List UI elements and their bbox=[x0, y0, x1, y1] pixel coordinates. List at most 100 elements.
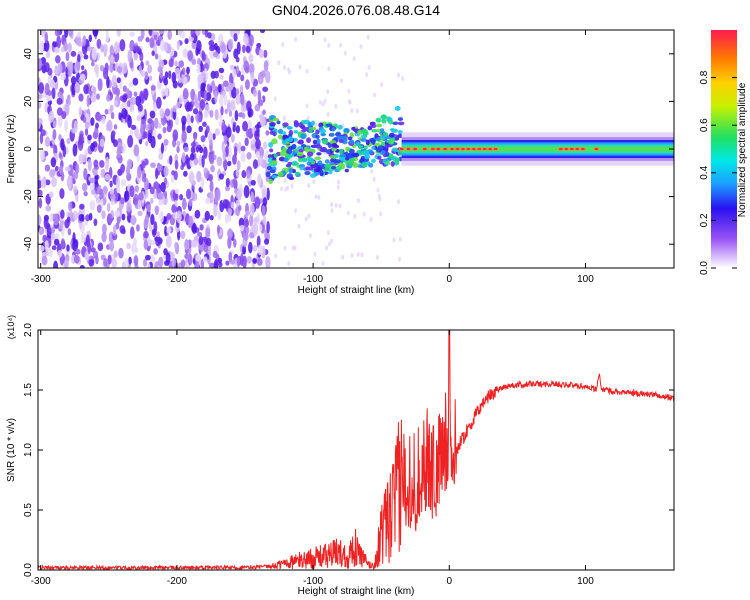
heatmap-cell bbox=[161, 88, 166, 97]
heatmap-cell bbox=[201, 50, 206, 61]
heatmap-cell bbox=[338, 203, 342, 209]
heatmap-cell bbox=[370, 138, 376, 144]
heatmap-cell bbox=[248, 241, 253, 254]
heatmap-cell bbox=[174, 67, 181, 80]
heatmap-cell bbox=[38, 214, 42, 226]
heatmap-cell bbox=[54, 165, 59, 172]
heatmap-cell bbox=[286, 185, 290, 191]
colorbar-label: Normalized spectral amplitude bbox=[737, 82, 748, 217]
heatmap-cell bbox=[203, 89, 208, 102]
heatmap-cell bbox=[66, 137, 71, 145]
heatmap-cell bbox=[190, 30, 196, 38]
heatmap-cell bbox=[127, 115, 132, 129]
x-tick-label: 100 bbox=[577, 274, 594, 285]
heatmap-cell bbox=[323, 168, 330, 172]
heatmap-cell bbox=[216, 224, 221, 235]
heatmap-cell bbox=[88, 34, 93, 43]
heatmap-cell bbox=[219, 74, 224, 80]
heatmap-cell bbox=[185, 101, 191, 112]
heatmap-cell bbox=[58, 134, 62, 142]
heatmap-cell bbox=[38, 93, 43, 100]
heatmap-cell bbox=[218, 67, 225, 74]
heatmap-cell bbox=[186, 113, 191, 125]
heatmap-cell bbox=[318, 122, 324, 128]
carrier-hotspot bbox=[594, 147, 599, 151]
heatmap-cell bbox=[109, 180, 113, 188]
heatmap-cell bbox=[319, 147, 327, 153]
heatmap-cell bbox=[252, 159, 258, 170]
spectrogram-y-axis-label: Frequency (Hz) bbox=[6, 115, 17, 184]
heatmap-cell bbox=[91, 47, 98, 61]
heatmap-cell bbox=[245, 128, 251, 138]
heatmap-cell bbox=[100, 44, 105, 53]
heatmap-cell bbox=[397, 130, 403, 135]
heatmap-cell bbox=[394, 105, 401, 112]
heatmap-cell bbox=[203, 167, 209, 173]
heatmap-cell bbox=[334, 202, 338, 208]
heatmap-cell bbox=[168, 58, 174, 68]
heatmap-cell bbox=[372, 92, 376, 98]
carrier-hotspot bbox=[564, 147, 569, 151]
heatmap-cell bbox=[105, 156, 110, 169]
heatmap-cell bbox=[221, 122, 226, 133]
heatmap-cell bbox=[150, 197, 154, 204]
heatmap-cell bbox=[102, 185, 108, 195]
heatmap-cell bbox=[356, 198, 360, 204]
heatmap-cell bbox=[196, 63, 201, 74]
heatmap-cell bbox=[331, 142, 338, 148]
heatmap-cell bbox=[127, 135, 134, 148]
heatmap-cell bbox=[84, 250, 90, 261]
heatmap-cell bbox=[259, 114, 264, 120]
heatmap-cell bbox=[197, 57, 201, 66]
heatmap-cell bbox=[316, 152, 322, 156]
heatmap-cell bbox=[378, 196, 382, 202]
heatmap-cell bbox=[40, 30, 46, 38]
heatmap-cell bbox=[51, 87, 56, 100]
heatmap-cell bbox=[90, 94, 97, 103]
heatmap-cell bbox=[391, 147, 399, 152]
heatmap-cell bbox=[337, 162, 344, 167]
heatmap-cell bbox=[350, 157, 355, 162]
heatmap-cell bbox=[229, 259, 236, 265]
heatmap-cell bbox=[181, 200, 188, 209]
heatmap-cell bbox=[281, 42, 285, 48]
heatmap-cell bbox=[262, 197, 268, 207]
heatmap-cell bbox=[166, 213, 172, 220]
heatmap-cell bbox=[254, 196, 261, 209]
heatmap-cell bbox=[192, 108, 199, 115]
heatmap-cell bbox=[348, 99, 352, 105]
heatmap-cell bbox=[375, 137, 381, 142]
heatmap-cell bbox=[44, 39, 50, 52]
heatmap-cell bbox=[154, 167, 159, 180]
heatmap-cell bbox=[281, 147, 288, 152]
heatmap-cell bbox=[140, 70, 147, 77]
heatmap-cell bbox=[240, 151, 246, 163]
heatmap-cell bbox=[159, 39, 166, 52]
carrier-hotspot bbox=[431, 147, 435, 151]
heatmap-cell bbox=[320, 132, 326, 137]
heatmap-cell bbox=[165, 252, 171, 264]
heatmap-cell bbox=[222, 199, 228, 209]
heatmap-cell bbox=[164, 44, 168, 52]
heatmap-cell bbox=[282, 115, 286, 121]
heatmap-cell bbox=[286, 126, 293, 130]
heatmap-cell bbox=[58, 222, 63, 230]
heatmap-cell bbox=[278, 134, 283, 140]
heatmap-cell bbox=[291, 143, 297, 150]
heatmap-cell bbox=[39, 148, 45, 161]
heatmap-cell bbox=[252, 88, 258, 97]
heatmap-cell bbox=[39, 245, 45, 252]
heatmap-cell bbox=[103, 257, 108, 267]
heatmap-cell bbox=[178, 77, 182, 84]
x-tick-label: -200 bbox=[167, 576, 187, 587]
heatmap-cell bbox=[360, 128, 368, 135]
heatmap-cell bbox=[184, 38, 189, 45]
heatmap-cell bbox=[129, 31, 136, 37]
heatmap-cell bbox=[112, 232, 118, 241]
heatmap-cell bbox=[70, 75, 77, 85]
heatmap-cell bbox=[50, 232, 56, 241]
heatmap-cell bbox=[65, 51, 70, 62]
heatmap-cell bbox=[109, 104, 114, 112]
heatmap-cell bbox=[110, 193, 116, 201]
heatmap-cell bbox=[283, 157, 289, 163]
